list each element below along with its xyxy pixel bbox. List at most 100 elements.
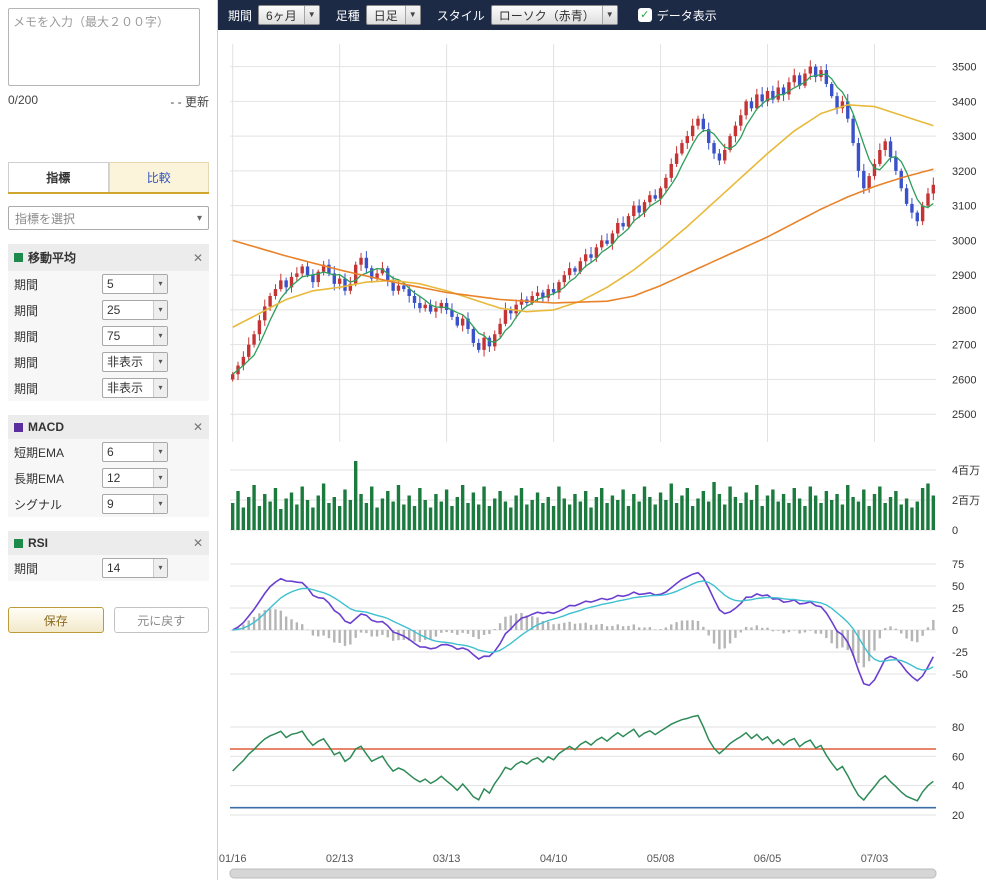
macd-histogram-bar bbox=[590, 625, 592, 630]
period-dropdown[interactable]: 6ヶ月 ▼ bbox=[258, 5, 320, 25]
candle bbox=[247, 345, 250, 357]
close-icon[interactable]: ✕ bbox=[193, 536, 203, 550]
volume-bar bbox=[889, 497, 892, 530]
close-icon[interactable]: ✕ bbox=[193, 251, 203, 265]
tab-compare[interactable]: 比較 bbox=[109, 162, 210, 192]
macd-histogram-bar bbox=[579, 623, 581, 630]
candle bbox=[702, 119, 705, 129]
chevron-down-icon: ▾ bbox=[153, 379, 167, 397]
memo-input[interactable] bbox=[8, 8, 200, 86]
candle bbox=[670, 164, 673, 178]
param-select[interactable]: 25▾ bbox=[102, 300, 168, 320]
ma75-line bbox=[233, 169, 934, 303]
app-root: 0/200 - - 更新 指標 比較 指標を選択 ▾ 移動平均✕期間5▾期間25… bbox=[0, 0, 986, 880]
param-select[interactable]: 9▾ bbox=[102, 494, 168, 514]
volume-bar bbox=[520, 488, 523, 530]
macd-histogram-bar bbox=[793, 630, 795, 631]
volume-bar bbox=[434, 494, 437, 530]
volume-bar bbox=[905, 499, 908, 531]
candle bbox=[327, 265, 330, 274]
indicator-section-header: 移動平均 ✕ bbox=[8, 244, 209, 271]
volume-bar bbox=[707, 502, 710, 531]
price-tick-label: 2500 bbox=[952, 409, 976, 421]
param-select[interactable]: 非表示▾ bbox=[102, 352, 168, 372]
volume-bar bbox=[680, 496, 683, 531]
chevron-down-icon[interactable]: ▼ bbox=[602, 6, 617, 24]
param-select[interactable]: 75▾ bbox=[102, 326, 168, 346]
candle bbox=[654, 195, 657, 198]
volume-bar bbox=[407, 496, 410, 531]
macd-histogram-bar bbox=[601, 624, 603, 630]
macd-histogram-bar bbox=[659, 629, 661, 630]
bar-type-dropdown[interactable]: 日足 ▼ bbox=[366, 5, 421, 25]
ma25-line bbox=[233, 105, 934, 327]
macd-histogram-bar bbox=[317, 630, 319, 636]
sidebar-buttons: 保存 元に戻す bbox=[8, 607, 209, 633]
data-display-toggle[interactable]: ✓ データ表示 bbox=[638, 7, 717, 24]
close-icon[interactable]: ✕ bbox=[193, 420, 203, 434]
macd-histogram-bar bbox=[670, 624, 672, 630]
candle bbox=[306, 266, 309, 275]
macd-histogram-bar bbox=[584, 623, 586, 630]
param-select[interactable]: 14▾ bbox=[102, 558, 168, 578]
candle bbox=[621, 223, 624, 226]
candle bbox=[900, 171, 903, 188]
macd-histogram-bar bbox=[782, 630, 784, 633]
macd-histogram-bar bbox=[349, 630, 351, 645]
volume-tick-label: 4百万 bbox=[952, 465, 980, 477]
candle bbox=[498, 324, 501, 334]
macd-histogram-bar bbox=[478, 630, 480, 639]
param-select[interactable]: 6▾ bbox=[102, 442, 168, 462]
macd-histogram-bar bbox=[734, 630, 736, 638]
checkbox-checked-icon[interactable]: ✓ bbox=[638, 8, 652, 22]
volume-bar bbox=[878, 487, 881, 531]
indicator-section-title: 移動平均 bbox=[28, 249, 76, 266]
save-button[interactable]: 保存 bbox=[8, 607, 104, 633]
chevron-down-icon[interactable]: ▼ bbox=[304, 6, 319, 24]
volume-bar bbox=[744, 493, 747, 531]
macd-tick-label: 75 bbox=[952, 559, 964, 571]
macd-histogram-bar bbox=[895, 629, 897, 630]
candle bbox=[830, 84, 833, 96]
param-select[interactable]: 12▾ bbox=[102, 468, 168, 488]
candle bbox=[284, 280, 287, 287]
volume-bar bbox=[268, 502, 271, 531]
indicator-select[interactable]: 指標を選択 ▾ bbox=[8, 206, 209, 230]
x-axis-label: 04/10 bbox=[540, 853, 568, 865]
style-dropdown[interactable]: ローソク（赤青） ▼ bbox=[491, 5, 618, 25]
volume-tick-label: 2百万 bbox=[952, 495, 980, 507]
chevron-down-icon[interactable]: ▼ bbox=[405, 6, 420, 24]
bar-type-value: 日足 bbox=[367, 6, 405, 24]
param-select[interactable]: 非表示▾ bbox=[102, 378, 168, 398]
candle bbox=[514, 305, 517, 314]
candle bbox=[921, 206, 924, 222]
macd-histogram-bar bbox=[483, 630, 485, 635]
macd-histogram-bar bbox=[654, 629, 656, 630]
volume-bar bbox=[498, 491, 501, 530]
price-tick-label: 2800 bbox=[952, 305, 976, 317]
reset-button[interactable]: 元に戻す bbox=[114, 607, 210, 633]
indicator-section: MACD✕短期EMA6▾長期EMA12▾シグナル9▾ bbox=[8, 415, 209, 517]
param-label: 期間 bbox=[14, 560, 102, 577]
volume-bar bbox=[317, 496, 320, 531]
candle bbox=[777, 87, 780, 99]
chart-scrollbar[interactable] bbox=[230, 869, 936, 878]
param-select-value: 9 bbox=[103, 495, 153, 513]
macd-histogram-bar bbox=[494, 629, 496, 630]
tab-indicators[interactable]: 指標 bbox=[8, 162, 109, 192]
macd-histogram-bar bbox=[809, 630, 811, 631]
candle bbox=[696, 119, 699, 126]
macd-histogram-bar bbox=[697, 621, 699, 630]
volume-bar bbox=[413, 506, 416, 530]
macd-histogram-bar bbox=[675, 622, 677, 630]
macd-histogram-bar bbox=[873, 630, 875, 651]
volume-bar bbox=[777, 502, 780, 531]
macd-histogram-bar bbox=[745, 627, 747, 630]
volume-bar bbox=[563, 499, 566, 531]
volume-bar bbox=[456, 497, 459, 530]
param-label: シグナル bbox=[14, 496, 102, 513]
volume-bar bbox=[718, 494, 721, 530]
price-tick-label: 2900 bbox=[952, 270, 976, 282]
macd-histogram-bar bbox=[681, 621, 683, 630]
param-select[interactable]: 5▾ bbox=[102, 274, 168, 294]
